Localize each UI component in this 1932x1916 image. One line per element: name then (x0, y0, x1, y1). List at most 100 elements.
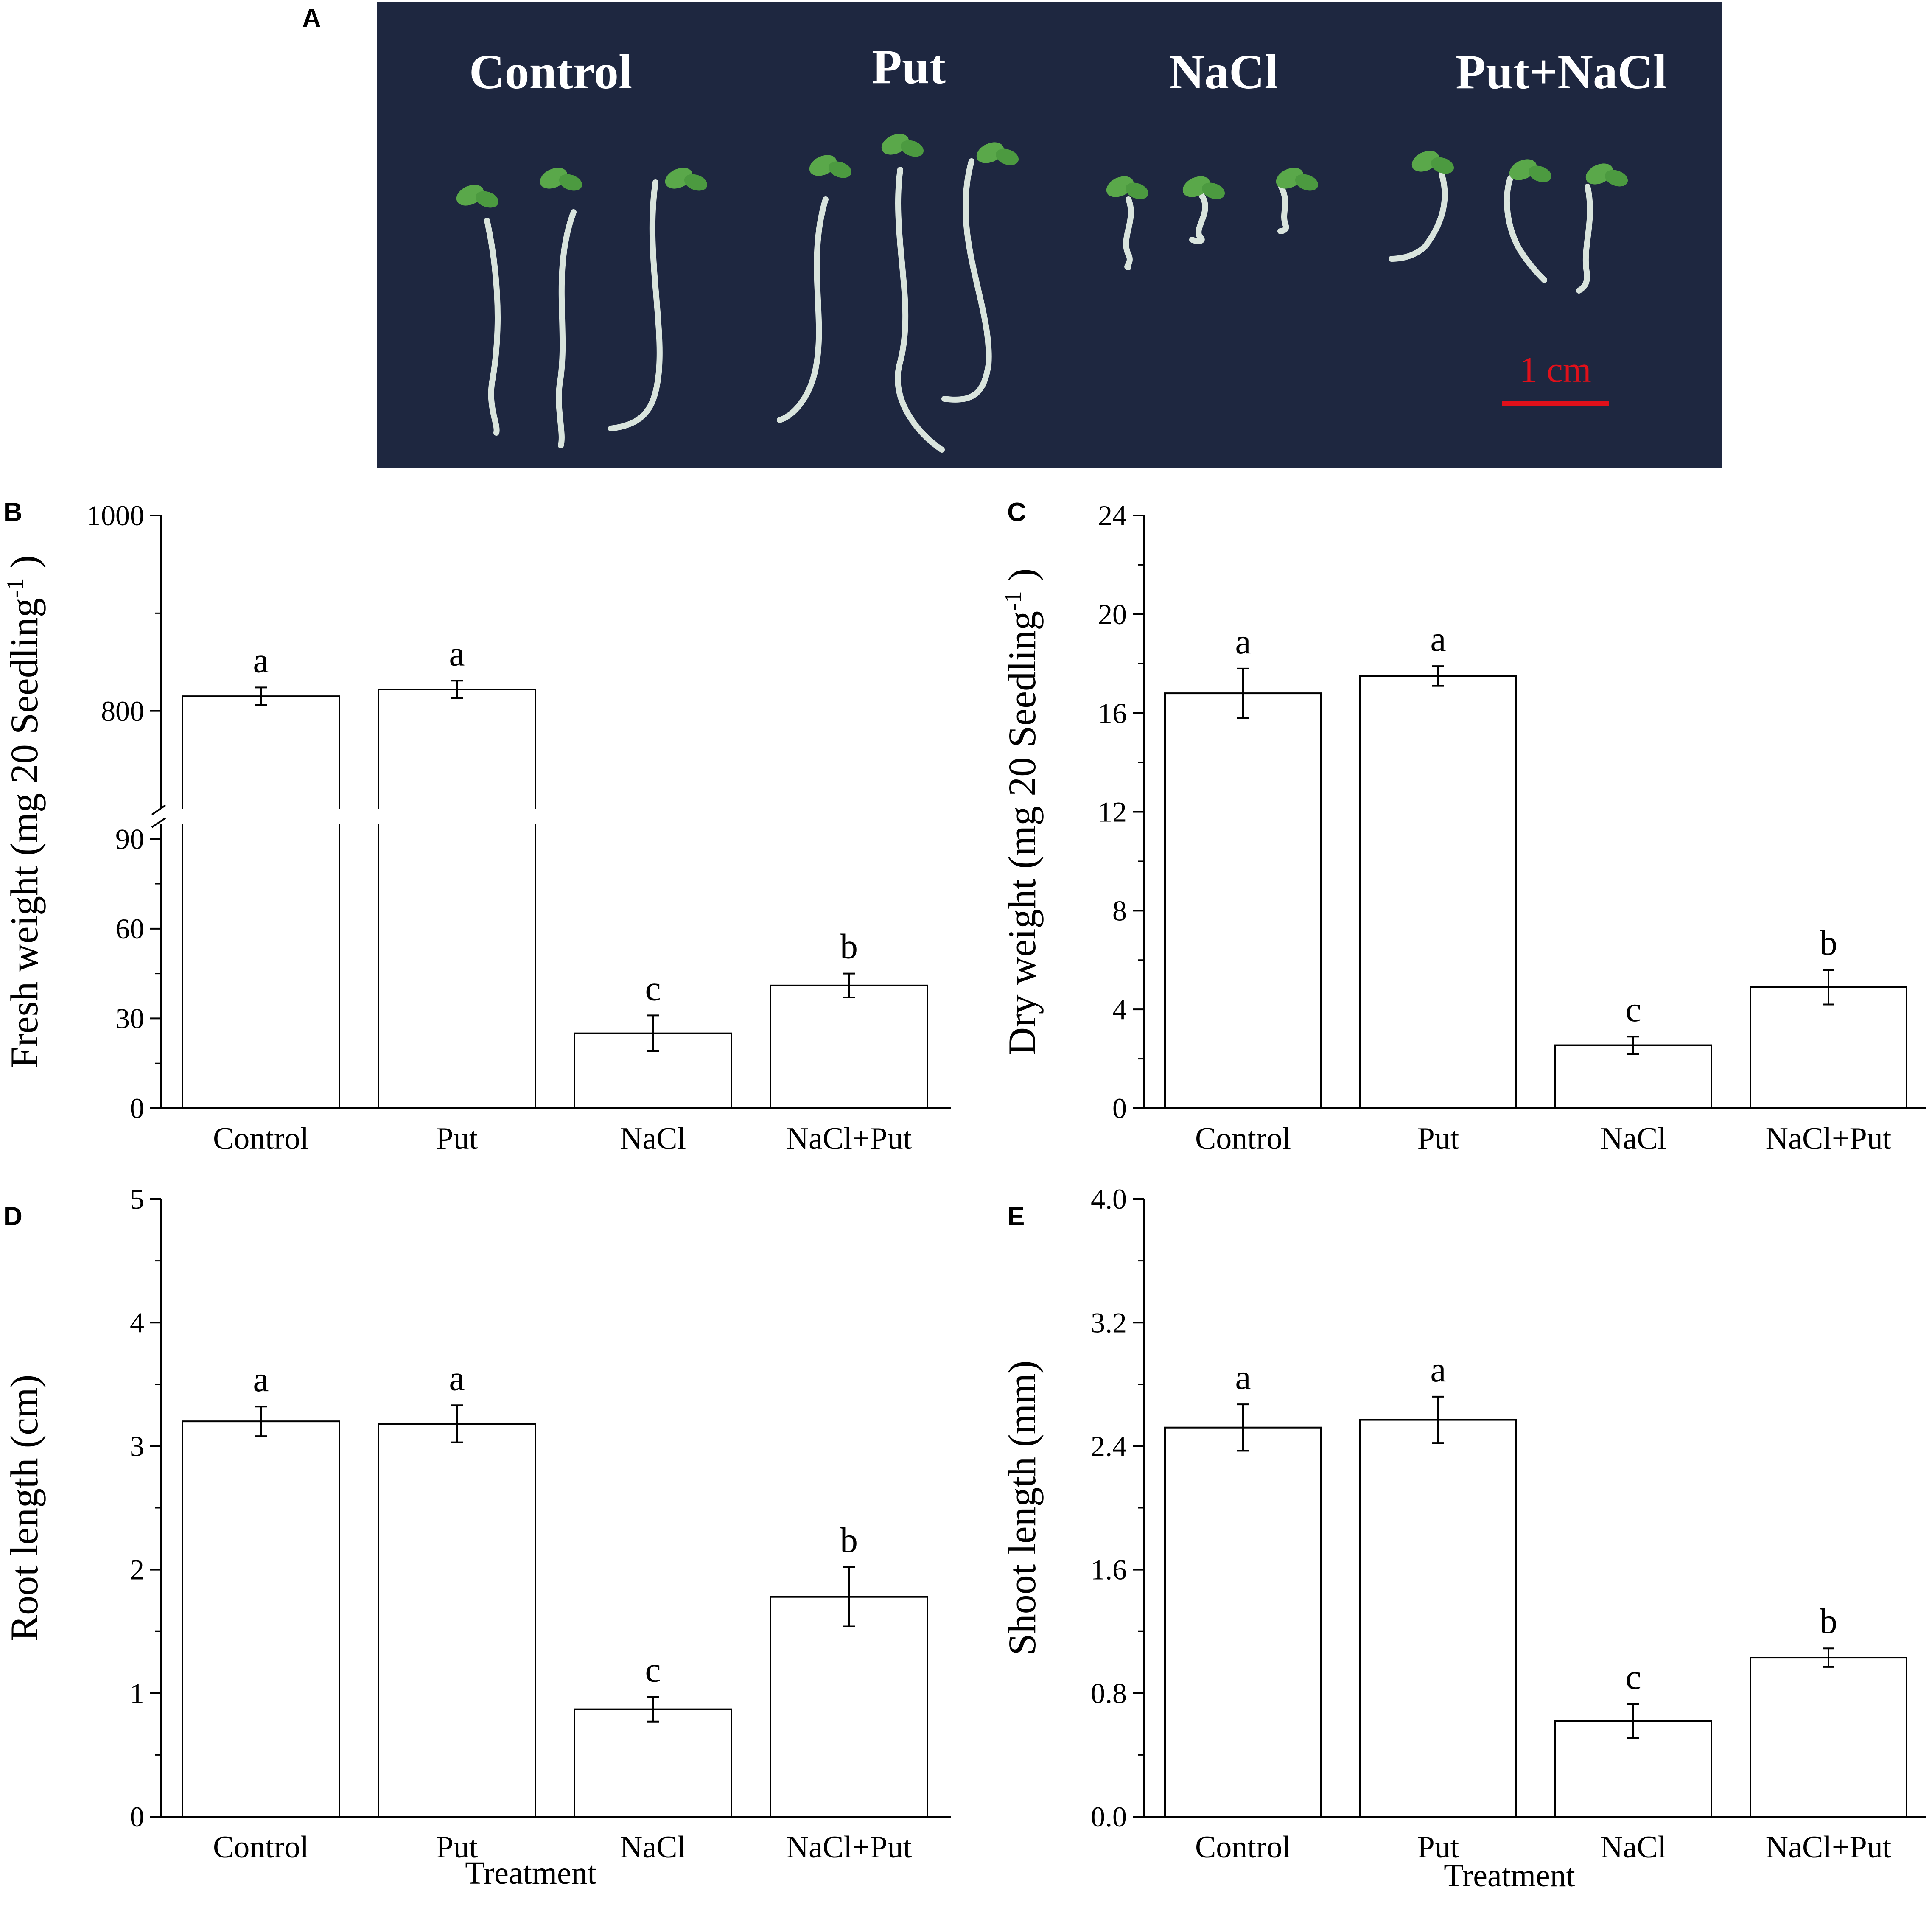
y-tick-label-e-1: 0.8 (1091, 1677, 1127, 1709)
bar-b-0 (182, 695, 340, 809)
seedling-root-12 (1576, 184, 1593, 294)
seedling-cotyledon-b-12 (1604, 170, 1628, 187)
significance-letter-b-1: a (449, 634, 465, 673)
significance-letter-e-1: a (1430, 1350, 1446, 1389)
y-tick-label-e-5: 4.0 (1091, 1183, 1127, 1215)
axis-break-mark-lower-b (151, 817, 166, 828)
y-tick-label-d-1: 1 (130, 1677, 144, 1709)
y-axis-label-e: Shoot length (mm) (1000, 1360, 1044, 1655)
significance-letter-e-3: b (1820, 1602, 1837, 1641)
photo-label-control: Control (469, 45, 633, 99)
x-tick-label-c-0: Control (1195, 1121, 1291, 1156)
bar-c-2 (1554, 1044, 1712, 1109)
x-tick-label-e-3: NaCl+Put (1766, 1830, 1892, 1865)
y-tick-label-e-2: 1.6 (1091, 1554, 1127, 1586)
y-tick-label-c-6: 24 (1098, 499, 1127, 532)
y-tick-label-b-2: 60 (115, 913, 144, 945)
y-axis-label-b: Fresh weight (mg 20 Seedling-1 ) (2, 555, 46, 1068)
x-tick-label-e-1: Put (1417, 1830, 1459, 1865)
chart-dry-weight: 0 4 8 12 16 20 24 a Control a Put c NaCl b NaCl+Put Dry… (1000, 499, 1926, 1156)
y-axis-label-close-c: ) (1000, 569, 1044, 591)
seedling-root-4 (777, 196, 829, 423)
significance-letter-e-0: a (1235, 1358, 1251, 1397)
seedling-cotyledon-b-4 (828, 161, 852, 178)
y-tick-label-b-4: 800 (101, 695, 144, 727)
seedling-cotyledon-b-8 (1201, 182, 1225, 199)
significance-letter-c-1: a (1430, 619, 1446, 659)
chart-root-length: 0 1 2 3 4 5 a Control a Put c NaCl b NaCl+Put Root len… (3, 1183, 951, 1891)
x-tick-label-c-1: Put (1417, 1121, 1459, 1156)
seedling-root-2 (556, 209, 577, 448)
bar-c-3 (1750, 986, 1907, 1109)
x-tick-label-c-3: NaCl+Put (1766, 1121, 1892, 1156)
y-tick-label-c-1: 4 (1112, 993, 1127, 1025)
seedling-cotyledon-b-1 (475, 191, 499, 208)
seedling-cotyledon-b-11 (1528, 165, 1552, 182)
significance-letter-d-0: a (253, 1360, 269, 1399)
y-axis-label-sup-c: -1 (1000, 591, 1026, 611)
seedling-root-3 (608, 179, 663, 431)
significance-letter-b-2: c (645, 969, 661, 1008)
x-tick-label-d-3: NaCl+Put (786, 1830, 912, 1865)
y-tick-label-c-0: 0 (1112, 1092, 1127, 1124)
y-tick-label-d-4: 4 (130, 1306, 144, 1339)
scale-bar-label: 1 cm (1519, 349, 1591, 390)
y-tick-label-d-0: 0 (130, 1801, 144, 1833)
seedling-root-9 (1277, 184, 1289, 234)
seedling-root-8 (1189, 192, 1208, 244)
y-axis-label-d: Root length (cm) (3, 1375, 46, 1641)
x-tick-label-e-0: Control (1195, 1830, 1291, 1865)
bar-lower-b-1 (378, 824, 536, 1109)
y-tick-label-e-4: 3.2 (1091, 1306, 1127, 1339)
y-axis-label-text-e: Shoot length (mm) (1000, 1360, 1044, 1655)
axis-break-mark-upper-b (151, 804, 166, 815)
scale-bar (1502, 401, 1609, 406)
chart-fresh-weight: 0 30 60 90 800 1000 a Control a Put c NaCl b NaCl+Put… (2, 499, 951, 1156)
panel-letter-e: E (1007, 1202, 1025, 1231)
bar-e-1 (1359, 1419, 1517, 1818)
x-tick-label-d-0: Control (213, 1830, 309, 1865)
chart-shoot-length: 0.0 0.8 1.6 2.4 3.2 4.0 a Control a Put c NaCl b NaCl… (1000, 1183, 1926, 1894)
bar-b-3 (770, 984, 928, 1109)
panel-letter-a: A (302, 4, 321, 33)
x-tick-label-d-1: Put (436, 1830, 478, 1865)
bar-e-0 (1164, 1426, 1322, 1818)
photo-background (377, 2, 1722, 468)
seedlings (456, 134, 1628, 453)
y-axis-label-c: Dry weight (mg 20 Seedling-1 ) (1000, 569, 1044, 1056)
bar-e-3 (1750, 1657, 1907, 1818)
significance-letter-e-2: c (1625, 1657, 1641, 1697)
y-tick-label-e-0: 0.0 (1091, 1801, 1127, 1833)
seedling-cotyledon-b-10 (1431, 157, 1454, 174)
x-tick-label-b-2: NaCl (620, 1121, 686, 1156)
seedling-cotyledon-b-2 (559, 174, 582, 191)
seedling-cotyledon-b-9 (1295, 174, 1319, 191)
y-axis-label-text-b: Fresh weight (mg 20 Seedling (3, 598, 46, 1068)
y-axis-label-sup-b: -1 (2, 578, 28, 598)
bar-d-2 (574, 1708, 732, 1818)
seedling-root-1 (484, 218, 501, 436)
y-axis-label-text-d: Root length (cm) (3, 1375, 46, 1641)
x-axis-label-d: Treatment (465, 1855, 596, 1891)
x-tick-label-b-0: Control (213, 1121, 309, 1156)
y-tick-label-d-5: 5 (130, 1183, 144, 1215)
photo-label-put: Put (872, 40, 946, 94)
bar-d-1 (378, 1423, 536, 1818)
x-tick-label-b-3: NaCl+Put (786, 1121, 912, 1156)
significance-letter-b-0: a (253, 641, 269, 680)
y-tick-label-b-3: 90 (115, 823, 144, 855)
photo-label-put-nacl: Put+NaCl (1456, 45, 1667, 99)
x-tick-label-c-2: NaCl (1600, 1121, 1666, 1156)
seedling-cotyledon-b-5 (900, 140, 924, 157)
seedling-root-5 (895, 167, 945, 453)
significance-letter-d-1: a (449, 1359, 465, 1398)
panel-letter-d: D (3, 1202, 22, 1231)
panel-letter-c: C (1007, 498, 1026, 527)
seedling-root-11 (1504, 175, 1547, 283)
significance-letter-c-3: b (1820, 923, 1837, 963)
x-tick-label-b-1: Put (436, 1121, 478, 1156)
significance-letter-c-0: a (1235, 622, 1251, 661)
panel-letter-b: B (3, 498, 22, 527)
y-tick-label-c-3: 12 (1098, 796, 1127, 828)
